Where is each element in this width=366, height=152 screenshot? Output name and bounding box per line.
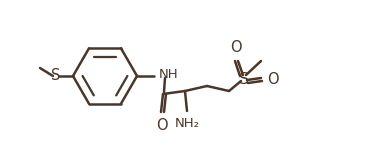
Text: O: O (156, 118, 168, 133)
Text: NH: NH (159, 69, 179, 81)
Text: S: S (239, 71, 249, 86)
Text: NH₂: NH₂ (175, 117, 199, 130)
Text: O: O (230, 40, 242, 55)
Text: S: S (51, 69, 61, 83)
Text: O: O (267, 73, 279, 88)
